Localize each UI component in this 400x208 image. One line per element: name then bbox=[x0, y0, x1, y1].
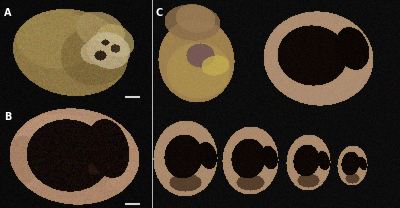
Text: B: B bbox=[4, 112, 11, 122]
Text: C: C bbox=[156, 8, 163, 18]
Text: A: A bbox=[4, 8, 12, 18]
